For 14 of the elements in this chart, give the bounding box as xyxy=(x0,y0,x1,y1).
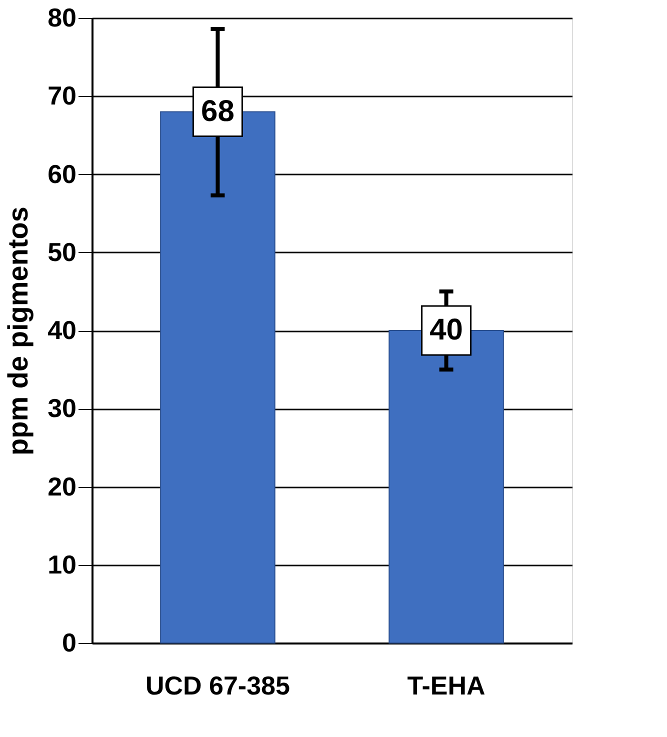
y-tick-label: 10 xyxy=(48,549,76,580)
y-tick-label: 70 xyxy=(48,80,76,111)
x-tick-label: T-EHA xyxy=(407,670,486,700)
data-label: 40 xyxy=(430,314,463,346)
x-tick-label: UCD 67-385 xyxy=(145,670,290,700)
y-tick-label: 0 xyxy=(62,628,76,658)
y-axis-title: ppm de pigmentos xyxy=(2,206,34,456)
y-tick-label: 50 xyxy=(48,236,76,267)
y-tick-label: 30 xyxy=(48,393,76,424)
y-tick-label: 60 xyxy=(48,158,76,189)
data-label: 68 xyxy=(201,94,234,128)
y-tick-label: 80 xyxy=(48,2,76,32)
y-tick-label: 40 xyxy=(48,315,76,345)
y-tick-label: 20 xyxy=(48,471,76,502)
